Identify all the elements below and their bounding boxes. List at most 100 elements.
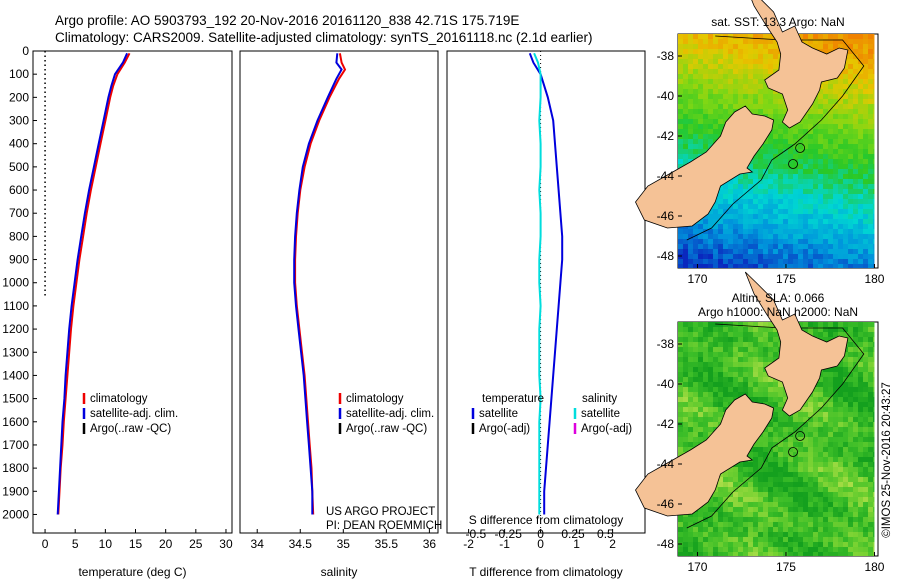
sst-map-cell (723, 94, 728, 99)
sst-map-cell (773, 189, 778, 194)
sst-map-cell (758, 44, 763, 49)
sst-map-cell (838, 214, 843, 219)
sla-map-cell (808, 532, 813, 537)
sla-map-cell (798, 552, 803, 556)
sst-map-cell (763, 244, 768, 249)
sla-map-cell (793, 532, 798, 537)
sla-map-cell (853, 412, 858, 417)
sst-map-cell (683, 159, 688, 164)
sla-map-cell (763, 432, 768, 437)
sst-map-ytick-label-1: -40 (657, 89, 675, 103)
sla-map-cell (813, 412, 818, 417)
sla-map-cell (683, 552, 688, 556)
sla-map-cell (693, 332, 698, 337)
sst-map-cell (688, 119, 693, 124)
sla-map-cell (793, 437, 798, 442)
sla-map-cell (678, 522, 683, 527)
sst-map-cell (708, 134, 713, 139)
sst-map-cell (808, 199, 813, 204)
sla-map-cell (773, 542, 778, 547)
sla-map-cell (838, 427, 843, 432)
sla-map-cell (808, 432, 813, 437)
sla-map-cell (763, 452, 768, 457)
sla-map-cell (783, 437, 788, 442)
sst-map-cell (873, 209, 875, 214)
sst-map-cell (818, 119, 823, 124)
sla-map-cell (763, 532, 768, 537)
sst-map-cell (858, 199, 863, 204)
sla-map-cell (743, 357, 748, 362)
sst-map-cell (833, 94, 838, 99)
sla-map-cell (873, 452, 875, 457)
sst-map-cell (818, 154, 823, 159)
sla-map-cell (718, 537, 723, 542)
sst-map-cell (738, 99, 743, 104)
sla-map-cell (803, 482, 808, 487)
sst-map-cell (778, 199, 783, 204)
sla-map-cell (838, 492, 843, 497)
sla-map-cell (818, 407, 823, 412)
sst-map-cell (803, 234, 808, 239)
sst-map-cell (728, 194, 733, 199)
sst-map-cell (728, 99, 733, 104)
sla-map-cell (833, 397, 838, 402)
sst-map-cell (793, 239, 798, 244)
sla-map-cell (788, 452, 793, 457)
sst-map-cell (803, 124, 808, 129)
sla-map-cell (728, 472, 733, 477)
sla-map-cell (773, 417, 778, 422)
sla-map-cell (848, 402, 853, 407)
sla-map-cell (688, 322, 693, 327)
sla-map-cell (778, 522, 783, 527)
sla-map-cell (823, 522, 828, 527)
sst-map-cell (758, 199, 763, 204)
sst-map-cell (788, 164, 793, 169)
sla-map-cell (778, 422, 783, 427)
sst-map-cell (763, 254, 768, 259)
pi-annotation: PI: DEAN ROEMMICH (326, 520, 442, 532)
sla-map-cell (763, 357, 768, 362)
sal-xtick-label-0: 34 (251, 537, 265, 551)
sla-map-cell (698, 377, 703, 382)
sla-map-cell (873, 467, 875, 472)
sst-map-cell (698, 129, 703, 134)
sla-map-cell (698, 397, 703, 402)
sst-map-cell (863, 179, 868, 184)
sst-map-cell (838, 149, 843, 154)
sla-map-cell (853, 507, 858, 512)
depth-tick-label-12: 1200 (2, 322, 29, 336)
sla-map-cell (813, 502, 818, 507)
sst-map-cell (803, 39, 808, 44)
sla-map-cell (698, 407, 703, 412)
sst-map-cell (763, 54, 768, 59)
sdiff-tick-label-3: 0.25 (561, 527, 585, 541)
sst-map-cell (768, 174, 773, 179)
sst-map-cell (743, 59, 748, 64)
sla-map-cell (833, 382, 838, 387)
sla-map-cell (818, 477, 823, 482)
sla-map-cell (728, 322, 733, 327)
sla-map-cell (853, 392, 858, 397)
sst-map-cell (678, 164, 683, 169)
sla-map-cell (868, 397, 873, 402)
sla-map-cell (858, 402, 863, 407)
sla-map-ytick-label-3: -44 (657, 457, 675, 471)
depth-tick-label-17: 1700 (2, 438, 29, 452)
sla-map-cell (703, 532, 708, 537)
sla-map-cell (768, 322, 773, 327)
sla-map-cell (773, 337, 778, 342)
sla-map-cell (728, 522, 733, 527)
sst-map-cell (868, 224, 873, 229)
sst-map-cell (753, 214, 758, 219)
sla-map-cell (818, 497, 823, 502)
sst-map-cell (873, 239, 875, 244)
sst-map-cell (693, 84, 698, 89)
sla-map-cell (803, 522, 808, 527)
sla-map-cell (843, 402, 848, 407)
sst-map-cell (788, 234, 793, 239)
sst-map-cell (848, 69, 853, 74)
sst-map-cell (868, 184, 873, 189)
sla-map-cell (833, 532, 838, 537)
sst-map-cell (838, 184, 843, 189)
sla-map-cell (783, 517, 788, 522)
